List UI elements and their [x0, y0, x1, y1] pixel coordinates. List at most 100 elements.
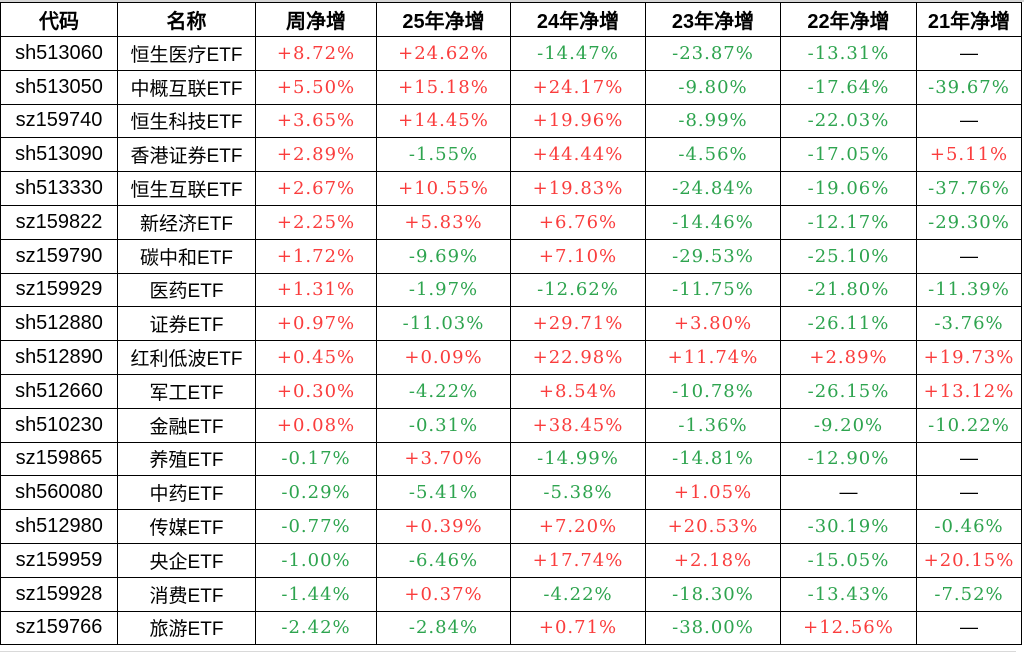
value-cell-22y-net[interactable]: -26.15%	[780, 373, 917, 409]
value-cell-week-net[interactable]: +3.65%	[255, 103, 377, 139]
value-cell-22y-net[interactable]: +12.56%	[780, 610, 917, 646]
value-cell-23y-net[interactable]: -10.78%	[645, 373, 781, 409]
value-cell-25y-net[interactable]: -11.03%	[376, 306, 511, 342]
header-code[interactable]: 代码	[0, 2, 118, 37]
value-cell-23y-net[interactable]: -14.46%	[645, 204, 781, 240]
name-cell[interactable]: 旅游ETF	[117, 610, 256, 646]
value-cell-week-net[interactable]: +0.08%	[255, 407, 377, 443]
value-cell-21y-net[interactable]: -10.22%	[916, 407, 1022, 443]
value-cell-22y-net[interactable]: -30.19%	[780, 509, 917, 544]
value-cell-21y-net[interactable]: +19.73%	[916, 340, 1022, 375]
value-cell-22y-net[interactable]: -13.31%	[780, 36, 917, 71]
value-cell-21y-net[interactable]: -39.67%	[916, 69, 1022, 105]
value-cell-23y-net[interactable]: -14.81%	[645, 441, 781, 477]
code-cell[interactable]: sh512660	[0, 373, 118, 409]
value-cell-25y-net[interactable]: -9.69%	[376, 238, 511, 274]
value-cell-25y-net[interactable]: +24.62%	[376, 36, 511, 71]
value-cell-25y-net[interactable]: +0.37%	[376, 576, 511, 612]
value-cell-24y-net[interactable]: -14.99%	[510, 441, 646, 477]
code-cell[interactable]: sh560080	[0, 475, 118, 511]
code-cell[interactable]: sh513050	[0, 69, 118, 105]
value-cell-24y-net[interactable]: +22.98%	[510, 340, 646, 375]
value-cell-24y-net[interactable]: +29.71%	[510, 306, 646, 342]
value-cell-23y-net[interactable]: -38.00%	[645, 610, 781, 646]
value-cell-23y-net[interactable]: -4.56%	[645, 137, 781, 173]
value-cell-21y-net[interactable]: -37.76%	[916, 171, 1022, 206]
value-cell-21y-net[interactable]: -11.39%	[916, 272, 1022, 308]
value-cell-24y-net[interactable]: +0.71%	[510, 610, 646, 646]
value-cell-25y-net[interactable]: -1.55%	[376, 137, 511, 173]
header-24y-net[interactable]: 24年净增	[510, 2, 646, 37]
code-cell[interactable]: sh513060	[0, 36, 118, 71]
value-cell-week-net[interactable]: -0.29%	[255, 475, 377, 511]
value-cell-22y-net[interactable]: -25.10%	[780, 238, 917, 274]
value-cell-25y-net[interactable]: -4.22%	[376, 373, 511, 409]
name-cell[interactable]: 金融ETF	[117, 407, 256, 443]
value-cell-24y-net[interactable]: +19.83%	[510, 171, 646, 206]
name-cell[interactable]: 养殖ETF	[117, 441, 256, 477]
value-cell-22y-net[interactable]: -12.90%	[780, 441, 917, 477]
name-cell[interactable]: 中概互联ETF	[117, 69, 256, 105]
header-22y-net[interactable]: 22年净增	[780, 2, 917, 37]
header-name[interactable]: 名称	[117, 2, 256, 37]
name-cell[interactable]: 碳中和ETF	[117, 238, 256, 274]
value-cell-21y-net[interactable]: —	[916, 238, 1022, 274]
value-cell-24y-net[interactable]: -4.22%	[510, 576, 646, 612]
name-cell[interactable]: 证券ETF	[117, 306, 256, 342]
value-cell-23y-net[interactable]: -1.36%	[645, 407, 781, 443]
code-cell[interactable]: sh510230	[0, 407, 118, 443]
code-cell[interactable]: sz159959	[0, 542, 118, 578]
value-cell-24y-net[interactable]: +44.44%	[510, 137, 646, 173]
name-cell[interactable]: 消费ETF	[117, 576, 256, 612]
header-21y-net[interactable]: 21年净增	[916, 2, 1022, 37]
value-cell-week-net[interactable]: +2.89%	[255, 137, 377, 173]
value-cell-week-net[interactable]: +2.25%	[255, 204, 377, 240]
value-cell-25y-net[interactable]: +10.55%	[376, 171, 511, 206]
value-cell-week-net[interactable]: +0.45%	[255, 340, 377, 375]
value-cell-22y-net[interactable]: -17.05%	[780, 137, 917, 173]
value-cell-21y-net[interactable]: —	[916, 441, 1022, 477]
name-cell[interactable]: 恒生互联ETF	[117, 171, 256, 206]
value-cell-24y-net[interactable]: +19.96%	[510, 103, 646, 139]
value-cell-24y-net[interactable]: -5.38%	[510, 475, 646, 511]
value-cell-21y-net[interactable]: -7.52%	[916, 576, 1022, 612]
value-cell-24y-net[interactable]: -12.62%	[510, 272, 646, 308]
value-cell-23y-net[interactable]: +3.80%	[645, 306, 781, 342]
value-cell-25y-net[interactable]: -0.31%	[376, 407, 511, 443]
code-cell[interactable]: sz159865	[0, 441, 118, 477]
value-cell-21y-net[interactable]: —	[916, 103, 1022, 139]
value-cell-24y-net[interactable]: +7.10%	[510, 238, 646, 274]
value-cell-25y-net[interactable]: -1.97%	[376, 272, 511, 308]
value-cell-21y-net[interactable]: -3.76%	[916, 306, 1022, 342]
value-cell-25y-net[interactable]: +0.09%	[376, 340, 511, 375]
name-cell[interactable]: 医药ETF	[117, 272, 256, 308]
name-cell[interactable]: 红利低波ETF	[117, 340, 256, 375]
value-cell-23y-net[interactable]: +2.18%	[645, 542, 781, 578]
value-cell-25y-net[interactable]: +0.39%	[376, 509, 511, 544]
header-25y-net[interactable]: 25年净增	[376, 2, 511, 37]
value-cell-24y-net[interactable]: +38.45%	[510, 407, 646, 443]
name-cell[interactable]: 军工ETF	[117, 373, 256, 409]
name-cell[interactable]: 恒生医疗ETF	[117, 36, 256, 71]
name-cell[interactable]: 央企ETF	[117, 542, 256, 578]
value-cell-23y-net[interactable]: -23.87%	[645, 36, 781, 71]
value-cell-21y-net[interactable]: —	[916, 36, 1022, 71]
name-cell[interactable]: 恒生科技ETF	[117, 103, 256, 139]
value-cell-23y-net[interactable]: +20.53%	[645, 509, 781, 544]
value-cell-22y-net[interactable]: -13.43%	[780, 576, 917, 612]
value-cell-week-net[interactable]: +1.72%	[255, 238, 377, 274]
value-cell-22y-net[interactable]: -19.06%	[780, 171, 917, 206]
value-cell-22y-net[interactable]: -26.11%	[780, 306, 917, 342]
value-cell-24y-net[interactable]: +7.20%	[510, 509, 646, 544]
value-cell-25y-net[interactable]: +5.83%	[376, 204, 511, 240]
code-cell[interactable]: sh512890	[0, 340, 118, 375]
value-cell-22y-net[interactable]: -9.20%	[780, 407, 917, 443]
value-cell-24y-net[interactable]: +6.76%	[510, 204, 646, 240]
value-cell-23y-net[interactable]: -9.80%	[645, 69, 781, 105]
code-cell[interactable]: sh512880	[0, 306, 118, 342]
value-cell-21y-net[interactable]: +5.11%	[916, 137, 1022, 173]
value-cell-22y-net[interactable]: —	[780, 475, 917, 511]
value-cell-23y-net[interactable]: -29.53%	[645, 238, 781, 274]
code-cell[interactable]: sh512980	[0, 509, 118, 544]
value-cell-24y-net[interactable]: +8.54%	[510, 373, 646, 409]
